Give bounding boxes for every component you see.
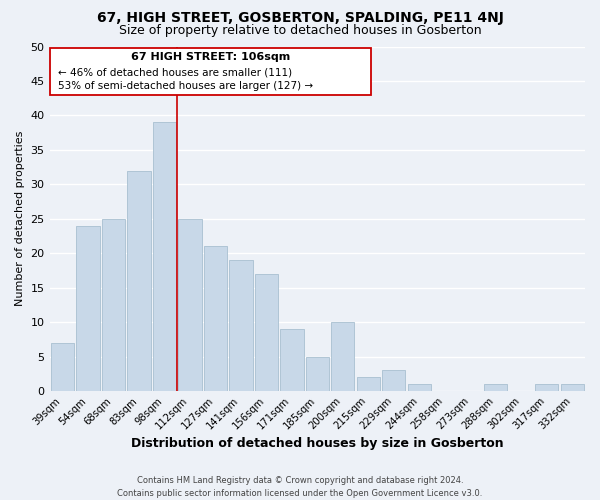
Text: ← 46% of detached houses are smaller (111): ← 46% of detached houses are smaller (11… xyxy=(58,67,292,77)
Bar xyxy=(407,384,431,391)
Y-axis label: Number of detached properties: Number of detached properties xyxy=(15,131,25,306)
Bar xyxy=(50,342,74,391)
Text: Contains HM Land Registry data © Crown copyright and database right 2024.
Contai: Contains HM Land Registry data © Crown c… xyxy=(118,476,482,498)
Bar xyxy=(560,384,584,391)
Bar xyxy=(382,370,406,391)
Bar xyxy=(280,329,304,391)
X-axis label: Distribution of detached houses by size in Gosberton: Distribution of detached houses by size … xyxy=(131,437,503,450)
Bar xyxy=(535,384,559,391)
Bar xyxy=(152,122,176,391)
Bar xyxy=(203,246,227,391)
Text: Size of property relative to detached houses in Gosberton: Size of property relative to detached ho… xyxy=(119,24,481,37)
Bar xyxy=(101,218,125,391)
Text: 67, HIGH STREET, GOSBERTON, SPALDING, PE11 4NJ: 67, HIGH STREET, GOSBERTON, SPALDING, PE… xyxy=(97,11,503,25)
Bar xyxy=(229,260,253,391)
Bar xyxy=(305,356,329,391)
Bar xyxy=(178,218,202,391)
FancyBboxPatch shape xyxy=(50,48,371,94)
Text: 53% of semi-detached houses are larger (127) →: 53% of semi-detached houses are larger (… xyxy=(58,81,313,91)
Bar xyxy=(331,322,355,391)
Text: 67 HIGH STREET: 106sqm: 67 HIGH STREET: 106sqm xyxy=(131,52,290,62)
Bar xyxy=(76,226,100,391)
Bar xyxy=(484,384,508,391)
Bar xyxy=(127,170,151,391)
Bar xyxy=(254,274,278,391)
Bar xyxy=(356,377,380,391)
